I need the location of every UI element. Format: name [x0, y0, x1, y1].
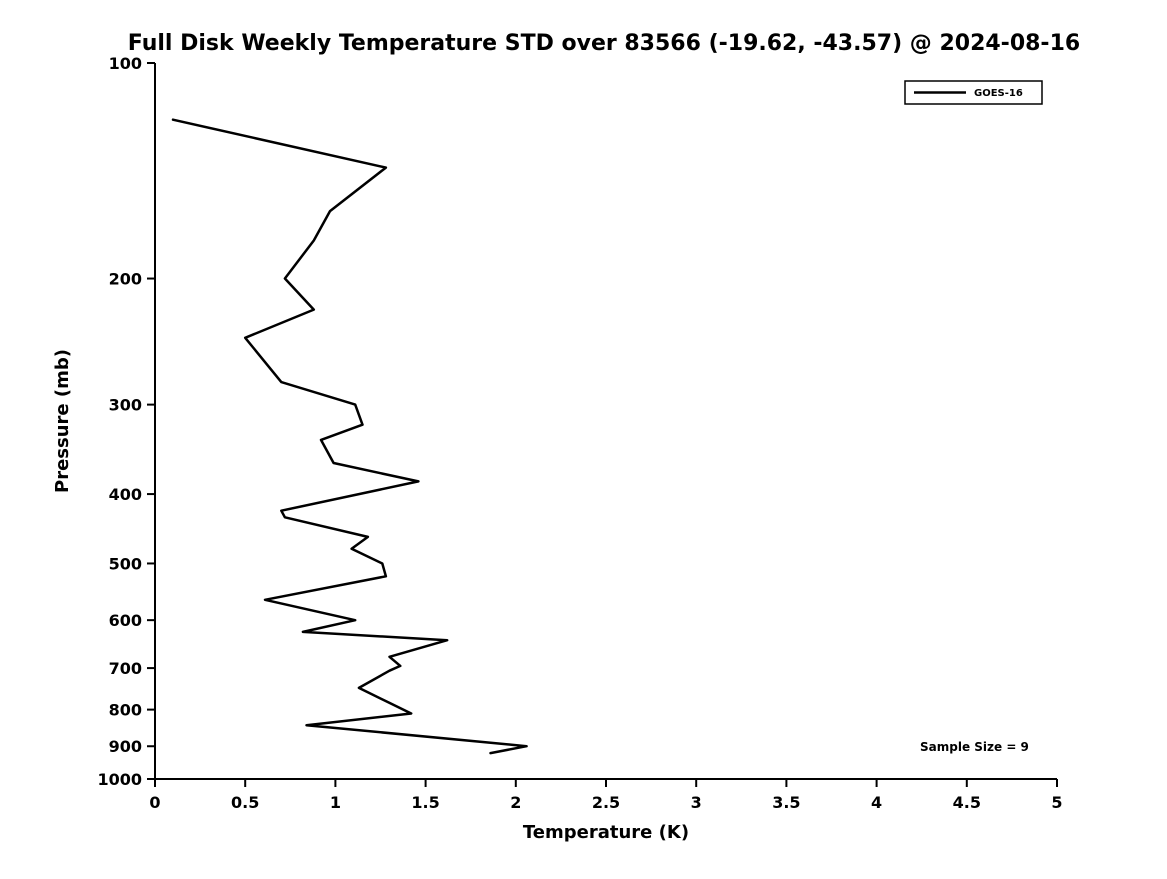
y-tick-label: 800: [109, 701, 142, 720]
y-tick-label: 400: [109, 485, 142, 504]
y-tick-label: 700: [109, 659, 142, 678]
y-tick-label: 200: [109, 270, 142, 289]
x-tick-label: 4: [871, 793, 882, 812]
x-tick-label: 3.5: [772, 793, 800, 812]
y-axis-label: Pressure (mb): [52, 349, 73, 493]
y-tick-label: 600: [109, 611, 142, 630]
y-tick-label: 900: [109, 737, 142, 756]
x-tick-label: 1: [330, 793, 341, 812]
x-tick-label: 0.5: [231, 793, 259, 812]
y-tick-label: 300: [109, 396, 142, 415]
y-tick-label: 100: [109, 54, 142, 73]
y-tick-label: 500: [109, 554, 142, 573]
x-tick-label: 1.5: [411, 793, 439, 812]
chart-title: Full Disk Weekly Temperature STD over 83…: [128, 31, 1080, 56]
x-tick-label: 2: [510, 793, 521, 812]
legend-entry-label: GOES-16: [974, 88, 1023, 99]
series-lines: [171, 118, 528, 755]
x-tick-label: 2.5: [592, 793, 620, 812]
x-tick-label: 0: [149, 793, 160, 812]
y-tick-label: 1000: [97, 770, 142, 789]
legend-box: [904, 80, 1043, 105]
x-tick-label: 4.5: [953, 793, 981, 812]
x-axis-label: Temperature (K): [523, 822, 689, 843]
x-tick-label: 3: [691, 793, 702, 812]
series-line-goes-16: [171, 118, 528, 755]
axes: 0 0.5 1 1.5 2 2.5 3 3.5 4 4.5 5 100 200 300 400 500 600 7…: [97, 54, 1062, 812]
legend: GOES-16: [904, 80, 1043, 105]
sample-size-annotation: Sample Size = 9: [920, 740, 1029, 754]
x-tick-label: 5: [1051, 793, 1062, 812]
